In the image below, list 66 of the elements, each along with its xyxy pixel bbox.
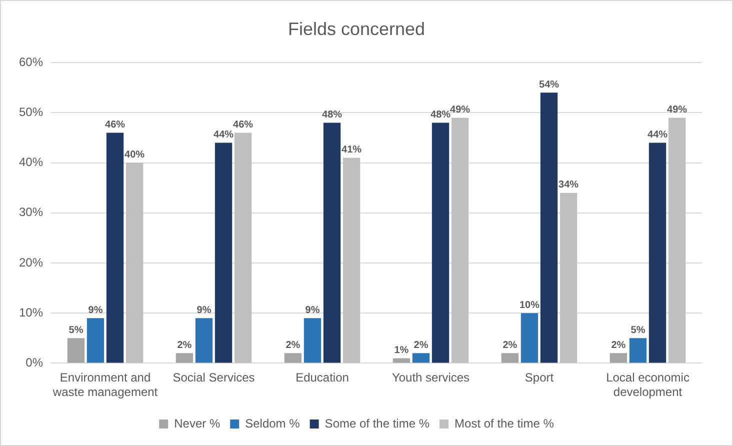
data-label: 9% bbox=[305, 304, 320, 316]
data-label: 44% bbox=[214, 130, 234, 141]
data-label: 9% bbox=[196, 304, 212, 316]
legend-label: Never % bbox=[174, 416, 220, 430]
bar bbox=[284, 353, 302, 363]
y-tick-label: 60% bbox=[18, 54, 44, 69]
data-label: 34% bbox=[558, 180, 579, 191]
data-label: 1% bbox=[394, 344, 409, 356]
data-label: 41% bbox=[342, 144, 362, 156]
bar bbox=[648, 142, 666, 363]
bar bbox=[176, 353, 194, 363]
legend-label: Seldom % bbox=[245, 416, 300, 430]
x-tick-label: Education bbox=[296, 370, 349, 385]
bar bbox=[520, 313, 538, 363]
y-tick-label: 40% bbox=[18, 155, 44, 170]
bar bbox=[432, 122, 450, 363]
bar bbox=[195, 318, 213, 363]
data-label: 10% bbox=[519, 300, 540, 311]
y-tick-label: 10% bbox=[18, 305, 44, 320]
bar bbox=[501, 353, 519, 363]
data-label: 44% bbox=[648, 130, 668, 141]
data-label: 5% bbox=[630, 324, 646, 336]
x-tick-label: Sport bbox=[524, 370, 554, 385]
bar bbox=[629, 338, 647, 363]
legend-label: Some of the time % bbox=[324, 416, 430, 430]
data-label: 40% bbox=[124, 150, 145, 161]
bar bbox=[668, 118, 686, 363]
legend-label: Most of the time % bbox=[454, 416, 554, 430]
bar bbox=[560, 192, 578, 363]
bar bbox=[234, 132, 252, 363]
data-label: 5% bbox=[68, 324, 84, 336]
x-tick-label: Social Services bbox=[172, 370, 255, 385]
data-label: 9% bbox=[88, 304, 103, 316]
chart-title: Fields concerned bbox=[288, 18, 426, 39]
y-tick-label: 20% bbox=[18, 255, 44, 270]
bar bbox=[342, 158, 360, 363]
bar bbox=[412, 353, 430, 363]
x-tick-label: Youth services bbox=[392, 370, 470, 385]
data-label: 49% bbox=[450, 104, 470, 116]
bar bbox=[106, 132, 124, 363]
data-label: 2% bbox=[286, 340, 300, 351]
x-tick-label: Environment and waste management bbox=[52, 370, 158, 400]
data-label: 2% bbox=[611, 340, 626, 351]
data-label: 2% bbox=[177, 340, 192, 351]
bar bbox=[610, 353, 628, 363]
bar bbox=[451, 118, 469, 363]
x-tick-label: Local economic development bbox=[606, 370, 690, 400]
data-label: 54% bbox=[539, 79, 560, 90]
data-label: 48% bbox=[430, 109, 451, 120]
data-label: 46% bbox=[233, 119, 254, 130]
data-label: 49% bbox=[667, 104, 688, 116]
bar bbox=[392, 358, 410, 363]
bar bbox=[86, 318, 104, 363]
y-tick-label: 50% bbox=[18, 105, 44, 120]
bar bbox=[540, 92, 558, 363]
y-tick-label: 0% bbox=[26, 356, 44, 370]
bar bbox=[67, 338, 85, 363]
data-label: 2% bbox=[414, 340, 428, 351]
data-label: 46% bbox=[105, 119, 126, 130]
bar bbox=[323, 122, 341, 363]
data-label: 48% bbox=[322, 109, 342, 120]
data-label: 2% bbox=[502, 340, 518, 351]
bar bbox=[304, 318, 322, 363]
y-tick-label: 30% bbox=[18, 205, 44, 220]
bar bbox=[126, 162, 144, 363]
bar bbox=[214, 142, 232, 363]
